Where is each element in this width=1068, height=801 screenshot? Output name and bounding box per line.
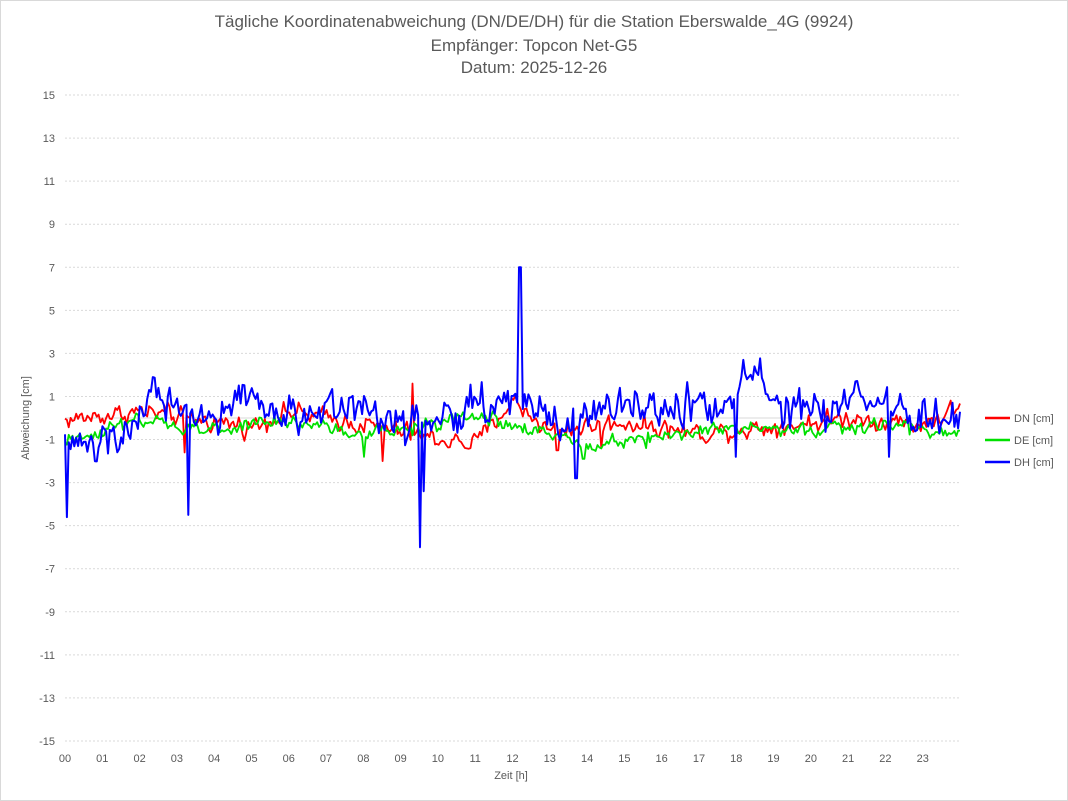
gridlines	[65, 94, 960, 742]
y-tick-label: -11	[40, 650, 55, 662]
x-tick-label: 17	[693, 753, 705, 765]
y-tick-label: -5	[45, 521, 55, 533]
y-tick-label: -7	[45, 564, 55, 576]
legend-label: DE [cm]	[1014, 435, 1053, 447]
chart-subtitle: Empfänger: Topcon Net-G5	[430, 36, 638, 55]
x-tick-label: 21	[842, 753, 854, 765]
chart-date: Datum: 2025-12-26	[460, 58, 608, 77]
legend: DN [cm] DE [cm] DH [cm]	[985, 413, 1054, 469]
series-line-dh	[64, 266, 961, 549]
y-tick-label: 15	[43, 90, 55, 102]
legend-label: DN [cm]	[1014, 413, 1054, 425]
x-tick-label: 06	[283, 753, 295, 765]
x-tick-label: 04	[208, 753, 220, 765]
y-tick-label: 7	[49, 262, 55, 274]
x-tick-label: 10	[432, 753, 444, 765]
y-tick-label: -3	[45, 478, 55, 490]
y-tick-label: 11	[44, 176, 55, 188]
legend-label: DH [cm]	[1014, 457, 1054, 469]
x-tick-label: 09	[395, 753, 407, 765]
x-tick-label: 16	[656, 753, 668, 765]
y-tick-label: 3	[49, 348, 55, 360]
x-tick-label: 23	[917, 753, 929, 765]
x-tick-label: 18	[730, 753, 742, 765]
x-tick-label: 00	[59, 753, 71, 765]
x-tick-label: 03	[171, 753, 183, 765]
x-tick-label: 14	[581, 753, 593, 765]
x-tick-label: 11	[469, 753, 480, 765]
x-tick-label: 19	[767, 753, 779, 765]
y-axis-ticks: 15 13 11 9 7 5 3 1 -1 -3 -5 -7 -9 -11 -13 -15	[39, 90, 55, 748]
x-tick-label: 08	[357, 753, 369, 765]
x-tick-label: 13	[544, 753, 556, 765]
x-tick-label: 20	[805, 753, 817, 765]
y-tick-label: -15	[39, 736, 55, 748]
x-axis-label: Zeit [h]	[494, 770, 528, 782]
y-tick-label: 13	[43, 133, 55, 145]
y-tick-label: 9	[49, 219, 55, 231]
y-tick-label: -1	[45, 435, 55, 447]
x-tick-label: 05	[245, 753, 257, 765]
y-tick-label: -13	[39, 693, 55, 705]
y-axis-label: Abweichung [cm]	[20, 376, 32, 460]
series-group	[64, 266, 961, 549]
y-tick-label: -9	[45, 607, 55, 619]
y-tick-label: 1	[49, 391, 55, 403]
x-tick-label: 02	[133, 753, 145, 765]
x-tick-label: 15	[618, 753, 630, 765]
x-tick-label: 22	[879, 753, 891, 765]
x-axis-ticks: 00 01 02 03 04 05 06 07 08 09 10 11 12 13 14 15 16 17 18 19…	[59, 753, 929, 765]
chart-title: Tägliche Koordinatenabweichung (DN/DE/DH…	[214, 12, 854, 31]
y-tick-label: 5	[49, 305, 55, 317]
x-tick-label: 12	[506, 753, 518, 765]
x-tick-label: 07	[320, 753, 332, 765]
x-tick-label: 01	[96, 753, 108, 765]
series-line-de	[64, 410, 961, 460]
